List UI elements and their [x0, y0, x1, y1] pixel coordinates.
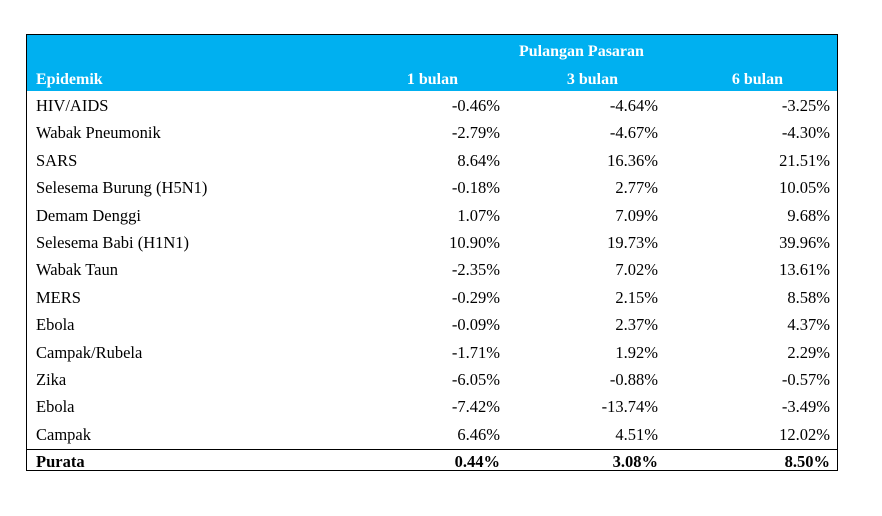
return-1-month: 6.46% — [457, 424, 500, 444]
table-row: Zika -6.05% -0.88% -0.57% — [27, 367, 837, 394]
return-3-month: 2.37% — [615, 315, 658, 335]
column-group-title: Pulangan Pasaran — [519, 43, 644, 60]
return-3-month: 19.73% — [607, 232, 658, 252]
average-1-month: 0.44% — [454, 452, 500, 472]
column-header-6-month: 6 bulan — [731, 71, 783, 88]
epidemic-name: HIV/AIDS — [36, 96, 109, 115]
return-3-month: -13.74% — [601, 397, 658, 417]
table-header: Pulangan Pasaran Epidemik 1 bulan 3 bula… — [27, 35, 837, 91]
return-3-month: 2.77% — [615, 178, 658, 198]
epidemic-name: Ebola — [36, 315, 75, 335]
table-row: Selesema Burung (H5N1) -0.18% 2.77% 10.0… — [27, 175, 837, 202]
return-1-month: 10.90% — [449, 232, 500, 252]
epidemic-name: Zika — [36, 369, 67, 389]
return-3-month: 7.02% — [615, 260, 658, 280]
average-6-month: 8.50% — [784, 452, 830, 472]
return-6-month: 2.29% — [787, 342, 830, 362]
table-row: Wabak Pneumonik -2.79% -4.67% -4.30% — [27, 120, 837, 147]
return-6-month: 13.61% — [779, 260, 830, 280]
epidemic-name: Campak — [36, 424, 91, 444]
return-3-month: 1.92% — [615, 342, 658, 362]
average-row: Purata 0.44% 3.08% 8.50% — [27, 449, 837, 476]
return-1-month: 1.07% — [457, 205, 500, 225]
return-6-month: 10.05% — [779, 178, 830, 198]
return-6-month: 12.02% — [779, 424, 830, 444]
return-3-month: -4.64% — [609, 96, 658, 115]
market-returns-table: Pulangan Pasaran Epidemik 1 bulan 3 bula… — [26, 34, 838, 471]
average-3-month: 3.08% — [612, 452, 658, 472]
return-1-month: -2.79% — [451, 123, 500, 143]
return-3-month: 4.51% — [615, 424, 658, 444]
return-3-month: -0.88% — [609, 369, 658, 389]
return-6-month: 4.37% — [787, 315, 830, 335]
table-row: SARS 8.64% 16.36% 21.51% — [27, 148, 837, 175]
table-row: Ebola -0.09% 2.37% 4.37% — [27, 312, 837, 339]
return-6-month: -4.30% — [781, 123, 830, 143]
table-row: HIV/AIDS -0.46% -4.64% -3.25% — [27, 93, 837, 120]
table-body: HIV/AIDS -0.46% -4.64% -3.25% Wabak Pneu… — [27, 93, 837, 476]
epidemic-name: Selesema Burung (H5N1) — [36, 178, 208, 198]
return-3-month: -4.67% — [609, 123, 658, 143]
epidemic-name: SARS — [36, 150, 78, 170]
epidemic-name: MERS — [36, 287, 81, 307]
return-3-month: 7.09% — [615, 205, 658, 225]
return-3-month: 2.15% — [615, 287, 658, 307]
table-row: Demam Denggi 1.07% 7.09% 9.68% — [27, 203, 837, 230]
return-6-month: 9.68% — [787, 205, 830, 225]
table-row: Wabak Taun -2.35% 7.02% 13.61% — [27, 257, 837, 284]
epidemic-name: Campak/Rubela — [36, 342, 143, 362]
return-6-month: 39.96% — [779, 232, 830, 252]
column-header-3-month: 3 bulan — [566, 71, 618, 88]
epidemic-name: Ebola — [36, 397, 75, 417]
table-row: Selesema Babi (H1N1) 10.90% 19.73% 39.96… — [27, 230, 837, 257]
epidemic-name: Selesema Babi (H1N1) — [36, 232, 190, 252]
return-3-month: 16.36% — [607, 150, 658, 170]
return-1-month: -7.42% — [451, 397, 500, 417]
return-1-month: -0.29% — [451, 287, 500, 307]
return-1-month: -0.18% — [451, 178, 500, 198]
table-row: Campak/Rubela -1.71% 1.92% 2.29% — [27, 340, 837, 367]
table-row: Ebola -7.42% -13.74% -3.49% — [27, 394, 837, 421]
return-1-month: -1.71% — [451, 342, 500, 362]
return-1-month: -0.46% — [451, 96, 500, 115]
table-row: Campak 6.46% 4.51% 12.02% — [27, 422, 837, 449]
average-label: Purata — [36, 452, 85, 472]
return-1-month: -6.05% — [451, 369, 500, 389]
return-1-month: 8.64% — [457, 150, 500, 170]
return-1-month: -2.35% — [451, 260, 500, 280]
return-6-month: -3.25% — [781, 96, 830, 115]
epidemic-name: Wabak Taun — [36, 260, 118, 280]
table-row: MERS -0.29% 2.15% 8.58% — [27, 285, 837, 312]
return-1-month: -0.09% — [451, 315, 500, 335]
return-6-month: 21.51% — [779, 150, 830, 170]
return-6-month: 8.58% — [787, 287, 830, 307]
return-6-month: -3.49% — [781, 397, 830, 417]
epidemic-name: Demam Denggi — [36, 205, 141, 225]
column-header-1-month: 1 bulan — [406, 71, 458, 88]
epidemic-name: Wabak Pneumonik — [36, 123, 161, 143]
return-6-month: -0.57% — [781, 369, 830, 389]
column-header-epidemic: Epidemik — [36, 71, 103, 88]
